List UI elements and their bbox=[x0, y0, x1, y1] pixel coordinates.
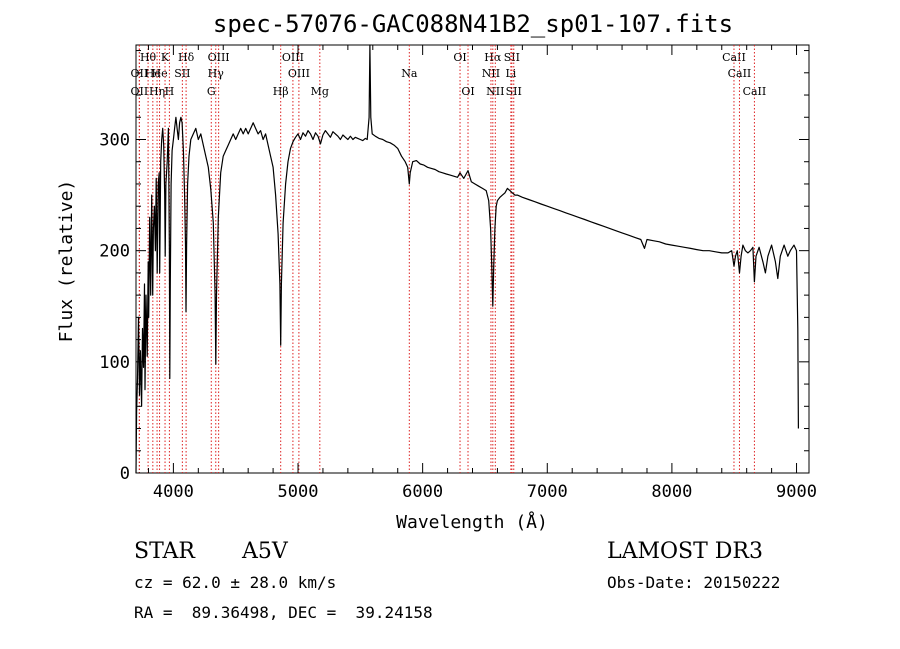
line-label: Hβ bbox=[273, 85, 289, 98]
line-label: Li bbox=[505, 67, 516, 80]
redshift-readout: cz = 62.0 ± 28.0 km/s bbox=[134, 573, 337, 592]
survey-name: LAMOST DR3 bbox=[607, 539, 763, 564]
line-label: OIII bbox=[288, 67, 310, 80]
plot-frame bbox=[135, 44, 810, 474]
x-tick-label: 7000 bbox=[527, 482, 568, 502]
x-tick-label: 5000 bbox=[278, 482, 319, 502]
line-label: Hθ bbox=[140, 51, 157, 64]
obs-date: Obs-Date: 20150222 bbox=[607, 573, 781, 592]
y-axis-label: Flux (relative) bbox=[56, 180, 77, 343]
line-label: Hα bbox=[484, 51, 502, 64]
line-label: SII bbox=[504, 51, 520, 64]
line-label: CaII bbox=[743, 85, 767, 98]
line-label: CaII bbox=[728, 67, 752, 80]
x-axis-ticks: 4000 5000 6000 7000 8000 9000 bbox=[147, 45, 817, 502]
line-label: OI bbox=[453, 51, 466, 64]
line-label: G bbox=[207, 85, 216, 98]
line-label: OI bbox=[461, 85, 474, 98]
line-label: OIII bbox=[208, 51, 230, 64]
y-tick-label: 100 bbox=[99, 353, 130, 373]
y-tick-label: 300 bbox=[99, 130, 130, 150]
line-label: SII bbox=[174, 67, 190, 80]
line-label: K bbox=[161, 51, 170, 64]
line-label: H bbox=[165, 85, 175, 98]
spectrum-line bbox=[135, 44, 799, 474]
x-tick-label: 8000 bbox=[651, 482, 692, 502]
line-label: OII bbox=[131, 85, 149, 98]
line-label: He bbox=[152, 67, 168, 80]
line-label: Hδ bbox=[178, 51, 195, 64]
y-tick-label: 0 bbox=[120, 464, 130, 484]
line-label: Hη bbox=[149, 85, 165, 98]
x-axis-label: Wavelength (Å) bbox=[396, 511, 548, 533]
line-label: OIII bbox=[282, 51, 304, 64]
chart-title: spec-57076-GAC088N41B2_sp01-107.fits bbox=[213, 10, 733, 38]
x-tick-label: 9000 bbox=[776, 482, 817, 502]
y-tick-label: 200 bbox=[99, 242, 130, 262]
x-tick-label: 6000 bbox=[402, 482, 443, 502]
line-label: NII bbox=[486, 85, 504, 98]
line-label: CaII bbox=[722, 51, 746, 64]
line-label: Hγ bbox=[208, 67, 225, 80]
y-axis-ticks: 0 100 200 300 bbox=[99, 50, 809, 484]
x-tick-label: 4000 bbox=[153, 482, 194, 502]
line-label: NII bbox=[482, 67, 500, 80]
line-label: Na bbox=[401, 67, 418, 80]
line-label: SII bbox=[506, 85, 522, 98]
line-label: Mg bbox=[311, 85, 329, 98]
object-subclass: A5V bbox=[242, 539, 288, 564]
object-class: STAR bbox=[134, 539, 195, 564]
coordinates: RA = 89.36498, DEC = 39.24158 bbox=[134, 603, 433, 622]
